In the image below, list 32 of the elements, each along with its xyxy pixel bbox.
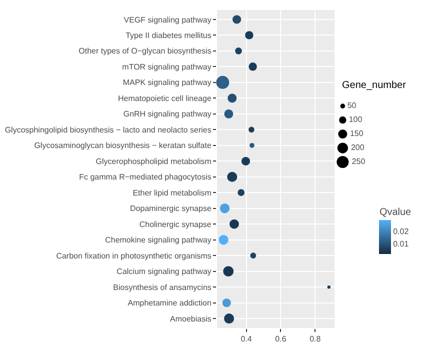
y-tick-label: Glycosaminoglycan biosynthesis − keratan sulfate xyxy=(34,141,212,150)
y-tick-label: Ether lipid metabolism xyxy=(132,188,212,198)
y-tick-label: Fc gamma R−mediated phagocytosis xyxy=(79,172,212,182)
color-bar-title: Qvalue xyxy=(379,206,412,218)
y-tick-label: Amphetamine addiction xyxy=(128,298,212,308)
y-tick-label: Hematopoietic cell lineage xyxy=(118,94,212,103)
y-tick-label: Chemokine signaling pathway xyxy=(105,236,212,245)
legend-label: 200 xyxy=(350,143,365,152)
y-tick-label: MAPK signaling pathway xyxy=(122,78,212,88)
color-bar-label: 0.02 xyxy=(393,226,410,236)
y-tick-label: VEGF signaling pathway xyxy=(124,15,212,24)
x-tick-label: 0.6 xyxy=(275,334,287,344)
y-tick-label: Dopaminergic synapse xyxy=(130,204,212,214)
y-tick-label: Other types of O−glycan biosynthesis xyxy=(78,46,212,56)
color-bar-label: 0.01 xyxy=(393,240,410,249)
legend-label: 100 xyxy=(348,115,363,124)
x-tick-label: 0.8 xyxy=(310,334,322,344)
y-tick-label: Biosynthesis of ansamycins xyxy=(113,282,212,292)
y-tick-label: Cholinergic synapse xyxy=(139,220,212,229)
y-tick-label: mTOR signaling pathway xyxy=(122,62,212,72)
y-tick-label: Calcium signaling pathway xyxy=(116,267,212,276)
y-tick-label: Glycosphingolipid biosynthesis − lacto and neolacto series xyxy=(4,125,212,134)
legend-label: 250 xyxy=(352,157,366,166)
y-tick-label: Glycerophospholipid metabolism xyxy=(96,156,212,166)
legend-title: Gene_number xyxy=(342,80,407,91)
y-tick-label: Carbon fixation in photosynthetic organisms xyxy=(56,251,212,260)
x-tick-label: 0.4 xyxy=(240,334,252,344)
legend-label: 150 xyxy=(350,129,364,138)
legend-label: 50 xyxy=(347,101,357,110)
y-tick-label: Amoebiasis xyxy=(170,314,212,324)
y-tick-label: Type II diabetes mellitus xyxy=(126,30,212,40)
y-tick-label: GnRH signaling pathway xyxy=(123,110,212,119)
